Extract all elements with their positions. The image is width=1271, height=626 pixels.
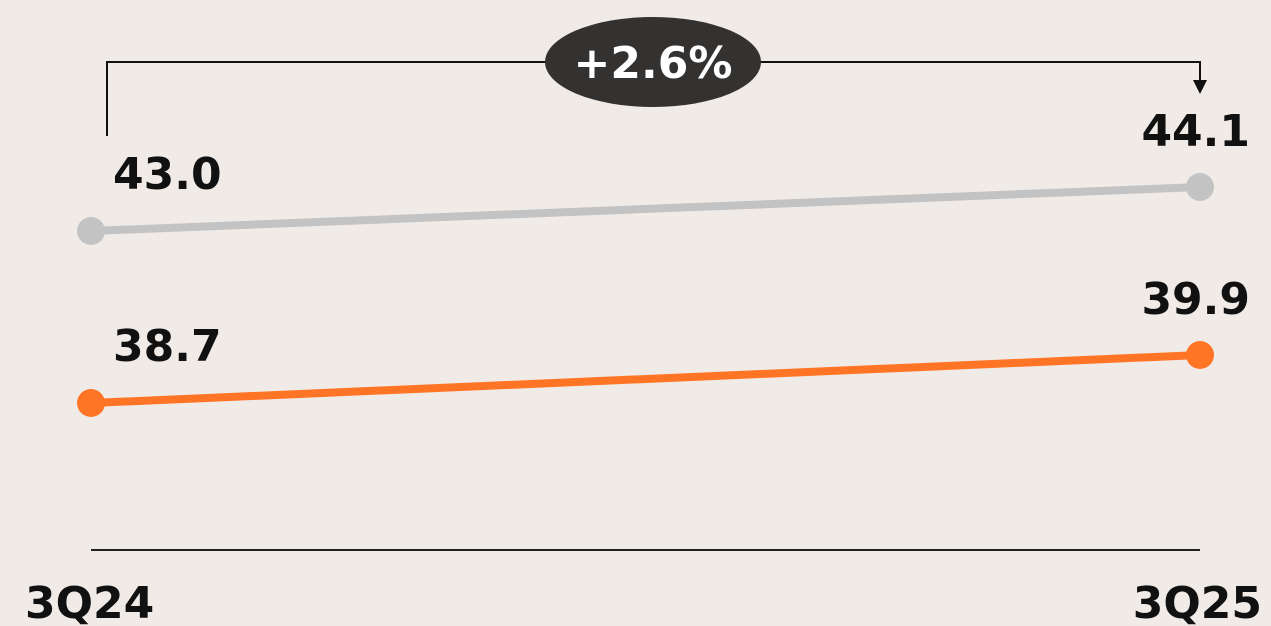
series-line xyxy=(90,351,1201,407)
point xyxy=(77,389,105,417)
value-label: 38.7 xyxy=(113,321,222,372)
value-label: 43.0 xyxy=(113,149,222,200)
x-tick-label: 3Q24 xyxy=(25,578,154,626)
change-label: +2.6% xyxy=(574,38,733,89)
point xyxy=(1186,341,1214,369)
arrow-head xyxy=(1193,80,1207,94)
value-label: 44.1 xyxy=(1141,106,1250,157)
series-line xyxy=(90,183,1201,235)
x-tick-label: 3Q25 xyxy=(1133,578,1262,626)
point xyxy=(1186,173,1214,201)
point xyxy=(77,217,105,245)
value-label: 39.9 xyxy=(1141,274,1250,325)
change-pill xyxy=(545,17,761,107)
